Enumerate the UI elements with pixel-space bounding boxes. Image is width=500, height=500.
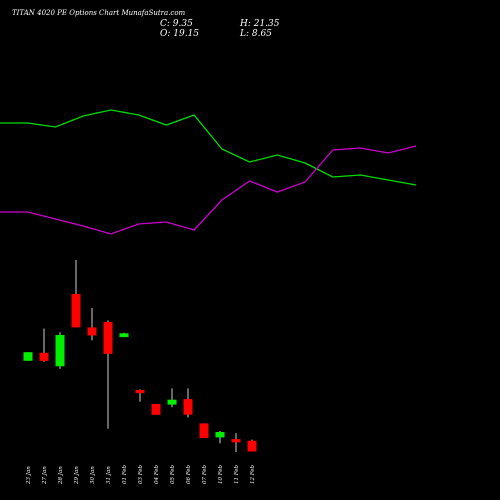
candle-down [135, 390, 145, 394]
ohlc-open-label: O: 19.15 [160, 29, 200, 39]
candle-down [199, 423, 209, 438]
candle-down [39, 352, 49, 361]
candle-up [167, 399, 177, 405]
candle-down [231, 439, 241, 443]
candle-up [215, 432, 225, 438]
indicator-line-1 [0, 109, 417, 186]
chart-title: TITAN 4020 PE Options Chart MunafaSutra.… [12, 9, 186, 17]
x-tick-label: 04 Feb [154, 464, 160, 484]
candle-up [55, 335, 65, 367]
candlesticks [23, 260, 257, 452]
x-tick-label: 03 Feb [138, 464, 144, 484]
x-tick-label: 01 Feb [122, 464, 128, 484]
candle-down [151, 404, 161, 415]
x-tick-label: 28 Jan [58, 466, 64, 485]
candle-down [71, 294, 81, 328]
ohlc-high-label: H: 21.35 [240, 19, 280, 29]
x-tick-label: 07 Feb [202, 464, 208, 484]
x-axis-labels: 23 Jan 27 Jan 28 Jan 29 Jan 30 Jan 31 Jan 01 F… [26, 464, 256, 485]
x-tick-label: 10 Feb [218, 464, 224, 484]
indicator-lines [0, 109, 417, 235]
indicator-line-2 [0, 145, 417, 235]
candle-down [103, 322, 113, 354]
x-tick-label: 11 Feb [234, 464, 240, 484]
x-tick-label: 29 Jan [74, 466, 80, 485]
candle-down [247, 440, 257, 452]
candle-up [23, 352, 33, 361]
candle-down [183, 399, 193, 415]
x-tick-label: 31 Jan [106, 466, 112, 484]
ohlc-close-label: C: 9.35 [160, 19, 193, 29]
x-tick-label: 27 Jan [42, 466, 48, 485]
x-tick-label: 06 Feb [186, 464, 192, 484]
x-tick-label: 05 Feb [170, 464, 176, 484]
x-tick-label: 23 Jan [26, 466, 32, 485]
ohlc-low-label: L: 8.65 [240, 29, 272, 39]
candle-up [119, 333, 129, 338]
x-tick-label: 12 Feb [250, 464, 256, 484]
x-tick-label: 30 Jan [90, 466, 96, 484]
candle-down [87, 327, 97, 336]
